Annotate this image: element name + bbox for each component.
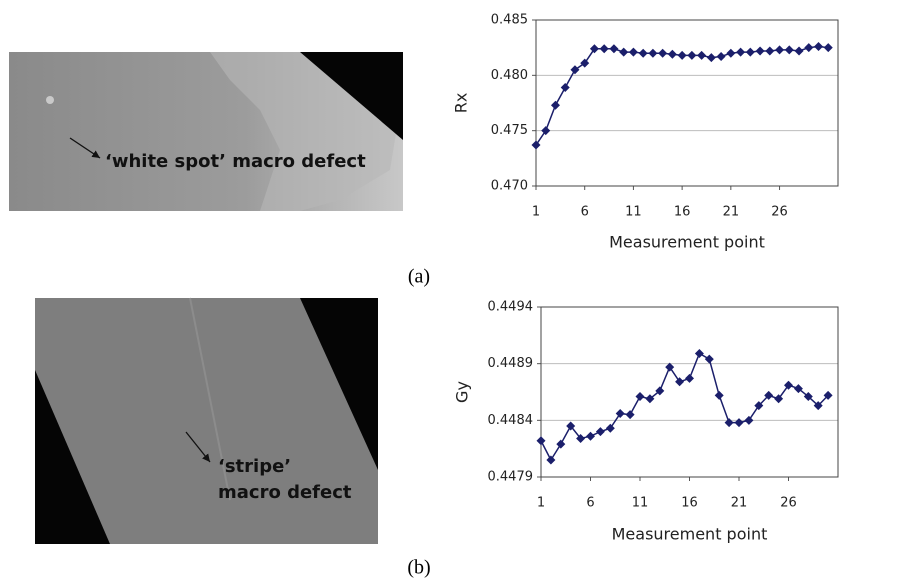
data-point <box>694 348 704 358</box>
data-point <box>803 392 813 402</box>
data-point <box>736 47 746 57</box>
photo-a <box>9 52 403 211</box>
y-tick-label: 0.4489 <box>488 356 534 371</box>
data-point <box>665 362 675 372</box>
data-point <box>714 390 724 400</box>
data-point <box>605 423 615 433</box>
data-point <box>794 46 804 56</box>
data-point <box>716 52 726 62</box>
data-point <box>784 45 794 55</box>
data-point <box>658 48 668 58</box>
x-tick-label: 6 <box>586 496 594 511</box>
data-point <box>677 50 687 60</box>
data-point <box>655 386 665 396</box>
data-point <box>541 126 551 136</box>
data-point <box>675 377 685 387</box>
y-tick-label: 0.4484 <box>488 413 534 428</box>
image-annotation: ‘stripe’ <box>218 456 291 477</box>
caption: (a) <box>408 266 430 288</box>
data-point <box>793 384 803 394</box>
data-point <box>566 421 576 431</box>
image-annotation: macro defect <box>218 482 352 503</box>
data-point <box>536 436 546 446</box>
data-point <box>775 45 785 55</box>
y-tick-label: 0.4494 <box>488 300 534 315</box>
x-axis-label: Measurement point <box>609 233 765 252</box>
data-point <box>586 431 595 441</box>
data-point <box>745 47 755 57</box>
data-point <box>595 427 605 437</box>
data-point <box>765 46 775 56</box>
plot-frame <box>535 19 839 187</box>
photo-b <box>35 297 378 544</box>
data-point <box>599 44 609 54</box>
x-tick-label: 16 <box>674 205 691 220</box>
data-point <box>625 410 635 420</box>
data-point <box>744 415 754 425</box>
data-point <box>774 394 784 404</box>
image-annotation: ‘white spot’ macro defect <box>105 151 366 172</box>
x-tick-label: 6 <box>581 205 589 220</box>
data-point <box>685 373 694 383</box>
x-axis-label: Measurement point <box>612 525 768 544</box>
y-tick-label: 0.470 <box>491 179 528 194</box>
x-tick-label: 16 <box>681 496 698 511</box>
data-point <box>628 47 638 57</box>
data-point <box>645 394 655 404</box>
data-point <box>589 44 599 54</box>
x-tick-label: 1 <box>532 205 540 220</box>
data-point <box>813 401 823 411</box>
data-point <box>615 409 625 419</box>
x-tick-label: 11 <box>632 496 649 511</box>
y-tick-label: 0.4479 <box>488 470 534 485</box>
data-point <box>648 48 658 58</box>
data-point <box>570 65 580 75</box>
data-point <box>667 49 677 59</box>
data-point <box>546 455 556 465</box>
y-tick-label: 0.480 <box>491 68 528 83</box>
plot-frame <box>540 306 839 478</box>
data-point <box>804 43 814 53</box>
data-point <box>724 418 734 428</box>
data-point <box>556 439 566 449</box>
caption: (b) <box>407 557 430 579</box>
data-point <box>635 392 645 402</box>
x-tick-label: 21 <box>723 205 740 220</box>
x-tick-label: 26 <box>771 205 788 220</box>
y-tick-label: 0.485 <box>491 13 528 28</box>
data-point <box>764 390 774 400</box>
y-axis-label: Gy <box>453 381 472 403</box>
data-point <box>576 433 586 443</box>
data-point <box>784 380 793 390</box>
x-tick-label: 11 <box>625 205 642 220</box>
x-tick-label: 26 <box>780 496 797 511</box>
data-line <box>540 352 829 462</box>
y-tick-label: 0.475 <box>491 123 528 138</box>
data-point <box>609 44 619 54</box>
y-axis-label: Rx <box>452 93 471 114</box>
data-point <box>531 140 541 150</box>
x-tick-label: 21 <box>731 496 748 511</box>
data-point <box>814 42 824 52</box>
x-tick-label: 1 <box>537 496 545 511</box>
data-point <box>580 58 590 68</box>
data-point <box>734 418 744 428</box>
data-point <box>823 390 833 400</box>
data-point <box>704 354 714 364</box>
data-point <box>619 47 629 57</box>
data-point <box>823 43 833 53</box>
data-point <box>687 50 697 60</box>
data-point <box>755 46 765 56</box>
data-point <box>560 83 570 93</box>
data-point <box>726 48 736 58</box>
data-point <box>550 100 560 110</box>
data-point <box>754 401 764 411</box>
data-point <box>638 48 648 58</box>
data-point <box>697 50 707 60</box>
data-point <box>706 53 716 63</box>
